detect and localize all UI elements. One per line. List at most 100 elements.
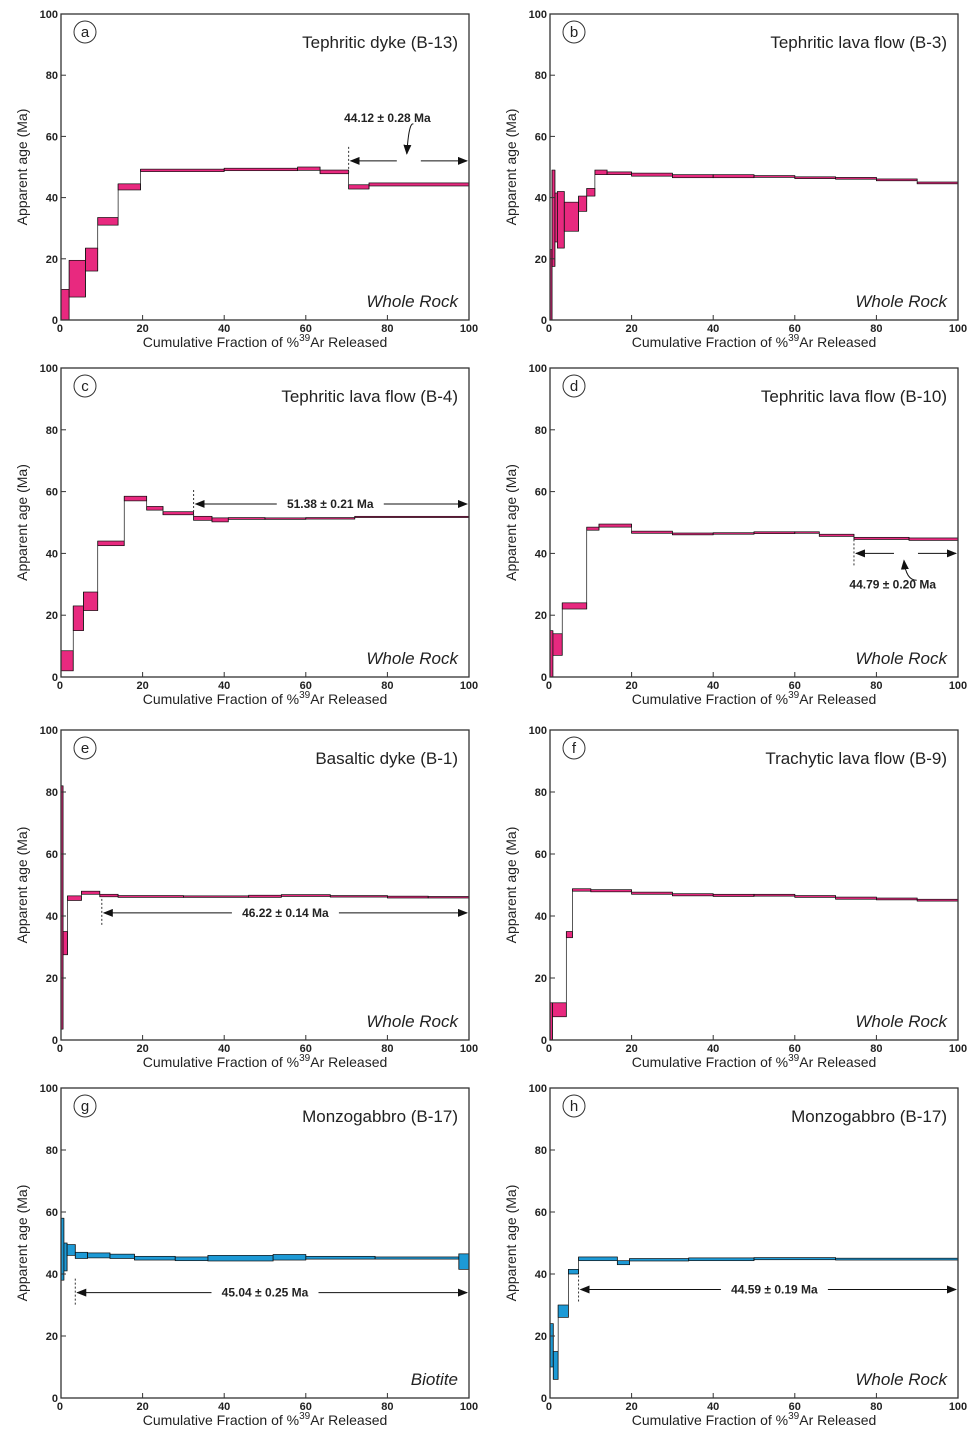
step-box-h-4 [568, 1268, 579, 1275]
x-axis-label: Cumulative Fraction of %39Ar Released [143, 1411, 388, 1428]
plateau-age-label: 45.04 ± 0.25 Ma [222, 1286, 309, 1300]
step-box-d-7 [672, 532, 714, 536]
y-tick-label: 40 [46, 911, 58, 923]
y-tick-label: 60 [46, 849, 58, 861]
step-box-e-10 [329, 895, 388, 898]
y-tick-label: 20 [46, 254, 58, 266]
y-tick-label: 100 [40, 725, 58, 737]
x-tick-label: 100 [460, 1401, 478, 1413]
x-tick-label: 60 [789, 323, 801, 335]
y-axis-label: Apparent age (Ma) [503, 827, 519, 944]
step-box-a-6 [140, 168, 225, 172]
plateau-age-label: 51.38 ± 0.21 Ma [287, 497, 374, 511]
y-axis-label: Apparent age (Ma) [503, 109, 519, 226]
x-tick-label: 100 [949, 680, 967, 692]
x-tick-label: 20 [625, 680, 637, 692]
step-box-e-4 [81, 890, 101, 895]
step-box-e-9 [280, 894, 331, 897]
x-tick-label: 20 [136, 1043, 148, 1055]
step-box-b-11 [672, 174, 714, 179]
step-box-b-8 [594, 169, 608, 175]
y-tick-label: 100 [40, 9, 58, 21]
y-tick-label: 100 [529, 725, 547, 737]
x-tick-label: 40 [218, 323, 230, 335]
step-box-a-11 [368, 182, 470, 187]
y-tick-label: 40 [46, 1269, 58, 1281]
y-axis-label: Apparent age (Ma) [503, 1185, 519, 1302]
step-box-b-3 [554, 192, 558, 243]
panel-a: 0 20 40 60 80 100 0 20 40 60 80 100 Apparent age (Ma… [14, 9, 478, 350]
step-box-d-2 [552, 633, 563, 656]
x-axis-label: Cumulative Fraction of %39Ar Released [632, 1053, 877, 1070]
step-box-e-12 [427, 896, 470, 899]
panel-letter-circle [562, 1094, 586, 1118]
y-tick-label: 80 [46, 787, 58, 799]
y-tick-label: 100 [529, 363, 547, 375]
step-box-e-11 [387, 895, 429, 899]
step-box-h-7 [629, 1258, 690, 1262]
y-tick-label: 60 [46, 131, 58, 143]
step-box-f-2 [552, 1002, 567, 1018]
x-tick-label: 0 [546, 323, 552, 335]
y-tick-label: 20 [535, 610, 547, 622]
step-box-h-6 [616, 1260, 630, 1266]
y-tick-label: 40 [535, 1269, 547, 1281]
x-tick-label: 40 [707, 1401, 719, 1413]
step-box-b-12 [712, 174, 755, 179]
step-box-c-9 [211, 517, 229, 523]
y-axis-label: Apparent age (Ma) [14, 464, 30, 581]
step-box-h-8 [688, 1257, 755, 1262]
step-box-a-4 [97, 217, 119, 226]
plot-frame [549, 1087, 959, 1399]
plot-frame [549, 367, 959, 678]
step-box-c-3 [83, 591, 99, 611]
material-label: Biotite [411, 1370, 458, 1389]
y-tick-label: 0 [541, 1035, 547, 1047]
step-box-g-9 [207, 1255, 274, 1262]
x-axis-label: Cumulative Fraction of %39Ar Released [632, 690, 877, 707]
y-tick-label: 80 [46, 1145, 58, 1157]
y-tick-label: 80 [535, 1145, 547, 1157]
x-tick-label: 0 [57, 1401, 63, 1413]
step-box-e-3 [67, 895, 82, 901]
x-axis-label: Cumulative Fraction of %39Ar Released [143, 690, 388, 707]
plot-frame [549, 13, 959, 321]
x-tick-label: 100 [460, 1043, 478, 1055]
step-box-d-10 [794, 531, 820, 534]
step-box-c-6 [146, 506, 164, 511]
panel-e: 0 20 40 60 80 100 0 20 40 60 80 100 Apparent age (Ma… [14, 725, 478, 1070]
x-tick-label: 0 [57, 680, 63, 692]
step-box-c-7 [162, 511, 194, 516]
x-tick-label: 0 [546, 680, 552, 692]
step-box-a-3 [85, 247, 99, 272]
step-box-e-8 [248, 894, 282, 898]
x-tick-label: 80 [870, 323, 882, 335]
panel-c: 0 20 40 60 80 100 0 20 40 60 80 100 Apparent age (Ma… [14, 363, 478, 707]
y-tick-label: 100 [40, 363, 58, 375]
panel-letter: f [572, 740, 577, 757]
y-tick-label: 60 [535, 131, 547, 143]
panel-title: Basaltic dyke (B-1) [315, 749, 458, 768]
x-tick-label: 60 [300, 323, 312, 335]
x-axis-label: Cumulative Fraction of %39Ar Released [632, 333, 877, 350]
panel-f: 0 20 40 60 80 100 0 20 40 60 80 100 Apparent age (Ma… [503, 725, 967, 1070]
step-box-b-13 [753, 175, 796, 178]
step-box-f-6 [631, 891, 673, 895]
panel-letter: e [81, 740, 89, 757]
panel-letter: h [570, 1098, 578, 1115]
plot-frame [60, 729, 470, 1041]
step-box-e-2 [62, 931, 68, 956]
y-tick-label: 0 [52, 672, 58, 684]
plateau-pointer-arrow [403, 123, 414, 155]
step-box-b-4 [556, 191, 565, 249]
panel-b: 0 20 40 60 80 100 0 20 40 60 80 100 Apparent age (Ma… [503, 9, 967, 350]
y-tick-label: 20 [535, 973, 547, 985]
step-box-b-2 [551, 169, 556, 267]
plot-frame [60, 367, 470, 678]
step-box-f-9 [753, 893, 796, 897]
step-box-c-4 [97, 540, 125, 547]
x-tick-label: 100 [949, 323, 967, 335]
step-box-d-12 [853, 536, 910, 540]
step-box-g-7 [134, 1255, 176, 1261]
